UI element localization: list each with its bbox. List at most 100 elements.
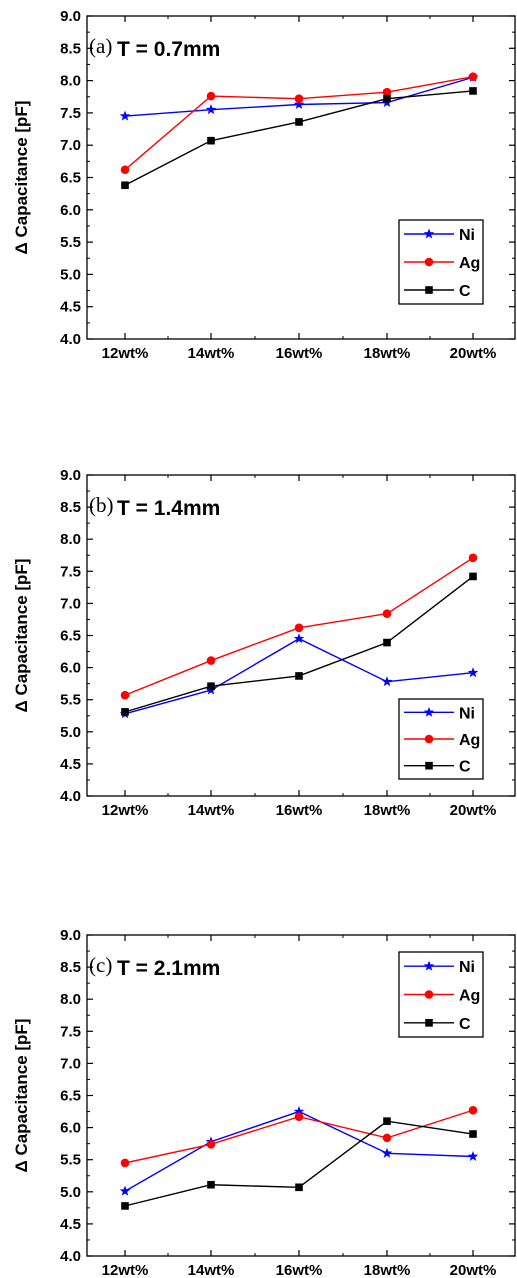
marker-square xyxy=(295,1183,303,1192)
marker-square xyxy=(425,286,433,294)
marker-star xyxy=(119,1185,131,1196)
marker-star xyxy=(293,1106,305,1116)
y-tick-label: 7.5 xyxy=(60,105,81,122)
marker-circle xyxy=(382,1133,392,1143)
x-tick-label: 16wt% xyxy=(276,802,323,819)
y-tick-label: 8.5 xyxy=(60,499,81,516)
x-tick-label: 14wt% xyxy=(188,802,235,819)
y-axis-label: Δ Capacitance [pF] xyxy=(12,1019,31,1173)
y-tick-label: 9.0 xyxy=(60,927,81,944)
marker-circle xyxy=(382,87,392,97)
x-tick-label: 16wt% xyxy=(276,1262,323,1278)
legend-label-ag: Ag xyxy=(459,732,480,749)
x-tick-label: 12wt% xyxy=(102,802,149,819)
marker-star xyxy=(119,110,131,121)
legend-label-ni: Ni xyxy=(459,227,475,244)
y-tick-label: 4.5 xyxy=(60,756,81,773)
y-tick-label: 5.0 xyxy=(60,724,81,741)
marker-circle xyxy=(468,1105,478,1115)
legend: Ni Ag C xyxy=(398,951,484,1038)
marker-star xyxy=(423,706,435,717)
x-tick-label: 14wt% xyxy=(188,1262,235,1278)
y-tick-label: 4.5 xyxy=(60,1216,81,1233)
legend-label-ag: Ag xyxy=(459,988,480,1005)
marker-star xyxy=(293,99,305,109)
marker-circle xyxy=(468,72,478,82)
y-tick-label: 5.5 xyxy=(60,234,81,251)
marker-circle xyxy=(424,990,434,999)
marker-square xyxy=(295,118,303,126)
marker-circle xyxy=(294,94,304,103)
marker-circle xyxy=(120,690,130,700)
y-axis-label: Δ Capacitance [pF] xyxy=(12,559,31,713)
x-tick-label: 18wt% xyxy=(364,802,411,819)
y-tick-label: 4.5 xyxy=(60,299,81,316)
marker-square xyxy=(207,136,215,145)
marker-circle xyxy=(120,165,130,175)
panel-label: (c) xyxy=(89,953,112,977)
legend-label-ag: Ag xyxy=(459,255,480,272)
legend: Ni Ag C xyxy=(398,219,484,305)
marker-square xyxy=(121,708,129,716)
x-tick-label: 18wt% xyxy=(364,345,411,362)
y-tick-label: 6.5 xyxy=(60,628,81,645)
marker-circle xyxy=(424,257,434,267)
chart-title: T = 1.4mm xyxy=(117,497,220,520)
legend-label-ni: Ni xyxy=(459,959,475,976)
x-tick-label: 12wt% xyxy=(102,1262,149,1278)
marker-star xyxy=(381,676,393,687)
x-tick-label: 20wt% xyxy=(450,802,497,819)
marker-circle xyxy=(120,1158,130,1168)
x-tick-label: 18wt% xyxy=(364,1262,411,1278)
legend-label-c: C xyxy=(459,283,471,300)
y-tick-label: 9.0 xyxy=(60,467,81,484)
panel-label: (b) xyxy=(89,493,114,517)
marker-star xyxy=(381,1147,393,1158)
y-tick-label: 7.0 xyxy=(60,1055,81,1072)
marker-circle xyxy=(468,553,478,563)
marker-square xyxy=(425,761,433,770)
chart-title: T = 0.7mm xyxy=(117,38,220,61)
marker-square xyxy=(383,638,391,647)
y-tick-label: 7.5 xyxy=(60,563,81,580)
legend: Ni Ag C xyxy=(398,698,484,780)
marker-star xyxy=(467,667,479,678)
y-tick-label: 6.0 xyxy=(60,202,81,219)
y-tick-label: 4.0 xyxy=(60,1248,81,1265)
y-tick-label: 6.5 xyxy=(60,170,81,187)
x-tick-label: 20wt% xyxy=(450,1262,497,1278)
y-tick-label: 7.0 xyxy=(60,595,81,612)
marker-square xyxy=(469,572,477,581)
y-tick-label: 9.0 xyxy=(60,8,81,25)
marker-square xyxy=(295,672,303,680)
marker-star xyxy=(423,228,435,239)
marker-square xyxy=(207,1180,215,1189)
chart-title: T = 2.1mm xyxy=(117,957,220,980)
marker-square xyxy=(207,682,215,691)
marker-circle xyxy=(294,623,304,633)
marker-circle xyxy=(382,609,392,618)
y-tick-label: 4.0 xyxy=(60,331,81,348)
y-tick-label: 7.0 xyxy=(60,137,81,154)
marker-square xyxy=(383,1117,391,1125)
x-tick-label: 16wt% xyxy=(276,345,323,362)
y-tick-label: 5.0 xyxy=(60,1184,81,1201)
marker-circle xyxy=(206,656,216,665)
legend-label-c: C xyxy=(459,759,471,776)
y-tick-label: 7.5 xyxy=(60,1023,81,1040)
panel-label: (a) xyxy=(89,34,112,58)
marker-circle xyxy=(424,734,434,744)
marker-square xyxy=(383,94,391,103)
marker-circle xyxy=(206,91,216,101)
chart-panel-3: 4.0 4.5 5.0 5.5 6.0 6.5 7.0 7.5 8.0 8.5 9.0 12wt% 14… xyxy=(12,927,516,1278)
marker-square xyxy=(121,1202,129,1210)
series-line-c xyxy=(124,575,474,713)
x-tick-label: 12wt% xyxy=(102,345,149,362)
y-tick-label: 4.0 xyxy=(60,788,81,805)
series-line-c xyxy=(124,1120,474,1207)
y-tick-label: 6.0 xyxy=(60,1120,81,1137)
y-tick-label: 5.5 xyxy=(60,1152,81,1169)
y-tick-label: 8.0 xyxy=(60,73,81,90)
y-tick-label: 5.5 xyxy=(60,692,81,709)
legend-label-ni: Ni xyxy=(459,705,475,722)
